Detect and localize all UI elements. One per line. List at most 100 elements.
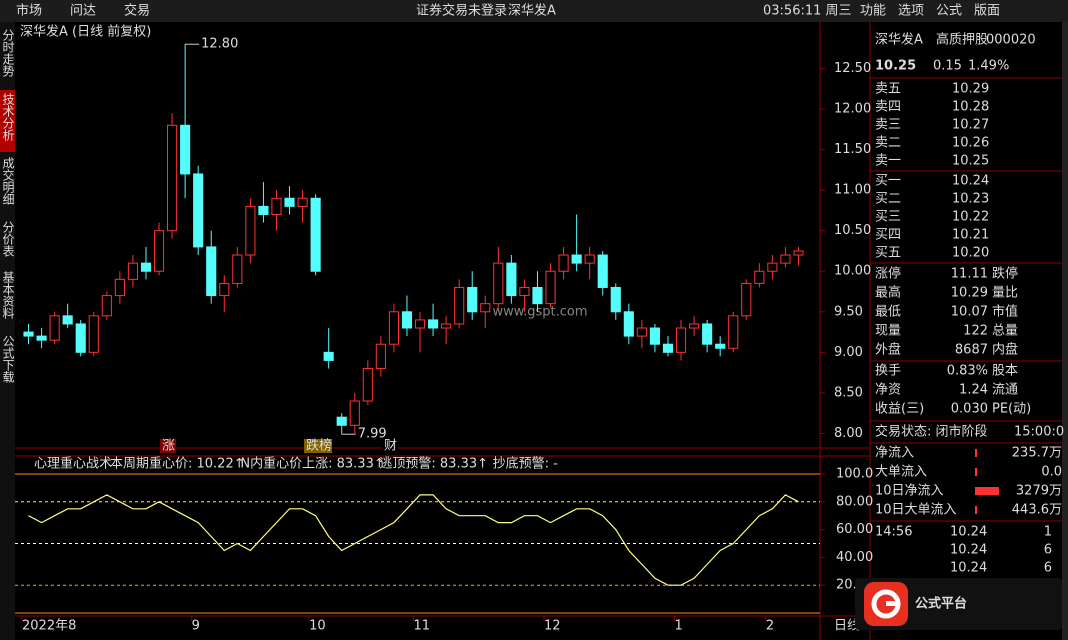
x-tick-label: 2022年8 [22, 619, 76, 634]
candle-body [206, 246, 217, 297]
ask-price: 10.25 [952, 154, 989, 169]
ask-price: 10.26 [952, 136, 989, 151]
watermark: www.gspt.com [492, 305, 587, 320]
event-badge: 财 [384, 439, 397, 454]
y-tick-label: 11.50 [834, 142, 871, 157]
ask-label: 卖一 [875, 154, 901, 169]
candle-body [715, 343, 726, 349]
menu-item[interactable]: 功能 [860, 4, 886, 19]
side-tab[interactable]: 公式下载 [1, 335, 15, 384]
candle-body [728, 315, 739, 349]
menu-item[interactable]: 选项 [898, 4, 924, 19]
candle-body [793, 250, 804, 256]
candle-body [571, 254, 582, 264]
stat-label: 换手 [875, 364, 901, 379]
y-tick-label: 100.0 [836, 467, 873, 482]
event-badge: 涨 [162, 439, 175, 454]
indicator-legend: 逃顶预警: 83.33↑ [379, 456, 488, 472]
bid-label: 买四 [875, 228, 901, 243]
stat-label: 跌停 [992, 266, 1018, 282]
y-tick-label: 12.50 [834, 61, 871, 76]
candle-body [219, 282, 230, 297]
bid-price: 10.24 [952, 174, 989, 189]
side-tab[interactable]: 分时走势 [1, 29, 15, 77]
candle-body [441, 323, 452, 329]
ask-label: 卖五 [875, 82, 901, 97]
candle-body [702, 323, 713, 345]
candle-body [193, 173, 204, 248]
side-tab[interactable]: 技术分析 [1, 93, 15, 142]
candle-body [127, 262, 138, 280]
candle-body [23, 331, 34, 337]
candle-body [493, 262, 504, 305]
candle-body [75, 323, 86, 353]
y-tick-label: 40.00 [836, 550, 873, 565]
tick-time: 14:56 [875, 525, 912, 540]
flow-value: 235.7万 [1012, 446, 1062, 461]
event-badge-bg [382, 439, 398, 453]
candle-body [675, 327, 687, 353]
indicator-title: 心理重心战术 [34, 456, 112, 472]
quote-pct: 1.49% [968, 59, 1009, 74]
event-badge: 跌榜 [306, 438, 332, 454]
candle-body [310, 197, 321, 272]
quote-name: 深华发A [875, 32, 923, 48]
logo-g-bar [886, 601, 898, 606]
tick-volume: 6 [1044, 561, 1052, 576]
max-label: 12.80 [201, 37, 238, 52]
bid-price: 10.22 [952, 210, 989, 225]
menu-stock: 深华发A [508, 3, 556, 19]
menu-item[interactable]: 公式 [936, 4, 962, 19]
candle-body [36, 335, 47, 341]
flow-label: 10日净流入 [875, 484, 944, 499]
ask-label: 卖三 [875, 118, 901, 133]
menu-item[interactable]: 问达 [70, 4, 96, 19]
side-tab[interactable]: 分价表 [1, 221, 15, 257]
bid-price: 10.20 [952, 246, 989, 261]
candle-body [180, 124, 191, 175]
candle-body [597, 254, 608, 288]
x-tick-label: 9 [192, 619, 200, 634]
menu-item[interactable]: 市场 [16, 3, 42, 19]
x-tick-label: 1 [675, 619, 683, 634]
candle-body [545, 270, 556, 305]
candle-body [232, 254, 243, 284]
flow-label: 大单流入 [875, 465, 927, 480]
x-tick-label: 12 [544, 619, 561, 634]
stat-label: 净资 [875, 383, 901, 398]
candle-body [336, 416, 347, 426]
y-tick-label: 9.50 [834, 304, 863, 319]
candle-body [101, 295, 112, 317]
bid-price: 10.21 [952, 228, 989, 243]
candle-body [362, 368, 373, 402]
logo-text: 公式平台 [915, 596, 967, 612]
stat-label: 最低 [875, 305, 901, 320]
stat-label: 股本 [992, 364, 1018, 379]
candle-body [375, 343, 386, 370]
stat-value: 1.24 [959, 383, 988, 398]
indicator-legend: 本周期重心价: 10.22↑ [110, 456, 245, 472]
indicator-legend: 抄底预警: - [493, 456, 559, 472]
candle-body [610, 286, 621, 313]
x-tick-label: 2 [766, 619, 774, 634]
side-tab[interactable]: 基本资料 [1, 271, 15, 319]
candle-body [49, 315, 60, 341]
candle-body [519, 286, 530, 297]
flow-bar [975, 506, 977, 514]
side-tab-active [0, 90, 15, 152]
candle-body [167, 124, 178, 232]
tick-price: 10.24 [950, 561, 987, 576]
candle-body [271, 197, 282, 215]
menu-item[interactable]: 版面 [974, 4, 1000, 19]
ask-label: 卖四 [875, 100, 901, 115]
side-tab[interactable]: 成交明细 [1, 157, 15, 205]
flow-label: 10日大单流入 [875, 503, 957, 518]
stat-label: 流通 [992, 383, 1018, 398]
event-badge-bg [304, 439, 332, 453]
scrollbar[interactable] [1062, 22, 1068, 640]
bid-label: 买二 [875, 192, 901, 207]
trade-status: 交易状态: 闭市阶段 [875, 424, 988, 440]
candle-body [323, 351, 334, 361]
candle-body [284, 197, 295, 207]
menu-item[interactable]: 交易 [124, 3, 150, 19]
